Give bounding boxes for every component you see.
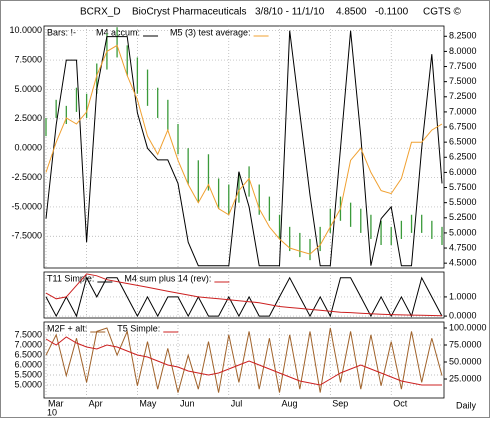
y-tick-label: 7.0000 [14,339,42,349]
y-tick-label: 5.0000 [14,84,42,94]
series-line [45,327,443,393]
y-tick-label: -7.5000 [11,231,42,241]
y2-tick-label: 7.5000 [449,76,477,86]
x-tick-label: Apr [89,398,103,408]
y-tick-label: 5.5000 [14,369,42,379]
legend-label: M5 (3) test average: [170,27,251,37]
y2-tick-label: 4.5000 [449,258,477,268]
series-line [45,336,442,386]
date-range: 3/8/10 - 11/1/10 [255,7,325,18]
price-change: -0.1100 [375,7,409,18]
legend-label: T5 Simple: [117,323,160,333]
x-tick-label: Jul [231,398,243,408]
y-tick-label: 7.5000 [14,329,42,339]
y2-tick-label: 5.7500 [449,182,477,192]
series-line [45,30,443,267]
y-tick-label: -5.0000 [11,201,42,211]
legend-label: M4 accum: [96,27,140,37]
y2-tick-label: 7.0000 [449,106,477,116]
y-tick-label: -2.5000 [11,172,42,182]
y-tick-label: 10.0000 [9,25,42,35]
x-tick-label: Jun [180,398,195,408]
panel [43,25,445,269]
y-tick-label: 6.0000 [14,359,42,369]
symbol: BCRX_D [80,7,121,18]
y-tick-label: 5.0000 [14,379,42,389]
y2-tick-label: 75.0000 [449,339,482,349]
y2-tick-label: 6.2500 [449,152,477,162]
y2-tick-label: 5.2500 [449,212,477,222]
x-tick-label: Sep [332,398,348,408]
x-tick-label: Aug [282,398,298,408]
legend-label: T11 Simple: [47,273,94,283]
y2-tick-label: 5.0000 [449,227,477,237]
last-price: 4.8500 [336,7,367,18]
y2-tick-label: 8.2500 [449,31,477,41]
series-line [45,273,443,317]
y2-tick-label: 4.7500 [449,242,477,252]
y2-tick-label: 0.0000 [449,310,477,320]
legend-label: M4 sum plus 14 (rev): [124,273,211,283]
y-tick-label: 0.0000 [14,143,42,153]
frequency-label: Daily [456,400,477,410]
y2-tick-label: 6.0000 [449,167,477,177]
x-tick-label: Oct [393,398,408,408]
y2-tick-label: 6.5000 [449,137,477,147]
x-tick-label: May [139,398,157,408]
legend-label: Bars: !- [47,27,76,37]
y2-tick-label: 7.2500 [449,91,477,101]
series-line [45,44,443,255]
y2-tick-label: 1.0000 [449,291,477,301]
y2-tick-label: 25.0000 [449,373,482,383]
y2-tick-label: 50.0000 [449,356,482,366]
y2-tick-label: 8.0000 [449,46,477,56]
panel [43,271,445,319]
panel [43,321,445,399]
y2-tick-label: 6.7500 [449,121,477,131]
y-tick-label: 7.5000 [14,54,42,64]
brand: CGTS © [423,7,462,18]
y-tick-label: 2.5000 [14,113,42,123]
y-tick-label: 6.5000 [14,349,42,359]
y2-tick-label: 5.5000 [449,197,477,207]
x-tick-label: Mar [48,398,64,408]
legend-label: M2F + alt: [47,323,87,333]
y2-tick-label: 100.0000 [449,322,487,332]
y2-tick-label: 7.7500 [449,61,477,71]
series-line [45,276,443,318]
company: BioCryst Pharmaceuticals [132,7,246,18]
year-label: 10 [47,407,57,417]
